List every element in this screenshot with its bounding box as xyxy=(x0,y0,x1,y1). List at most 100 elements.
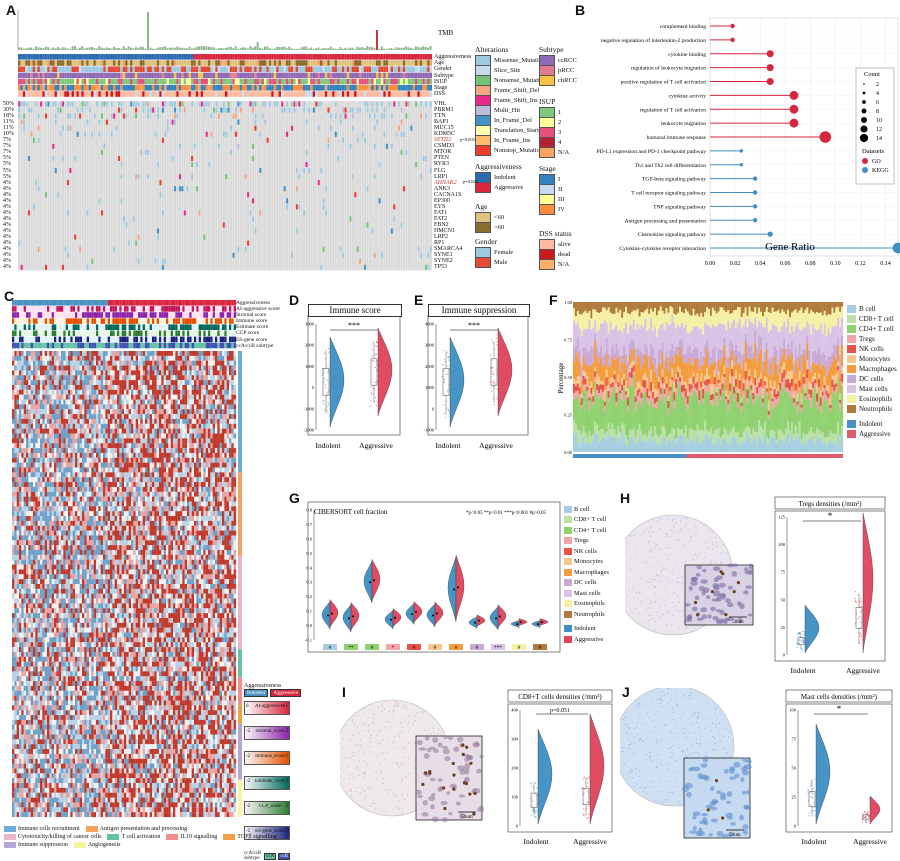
heatmap-cell xyxy=(187,395,189,400)
heatmap-cell xyxy=(84,429,86,434)
heatmap-track-cell xyxy=(31,324,33,330)
heatmap-track-cell xyxy=(68,331,70,337)
heatmap-cell xyxy=(68,395,70,400)
clinical-track-cell xyxy=(335,85,337,91)
clinical-track-cell xyxy=(188,66,190,72)
mutation-cell xyxy=(113,247,115,252)
heatmap-track-cell xyxy=(185,312,187,318)
heatmap-cell xyxy=(26,351,28,356)
heatmap-cell xyxy=(185,404,187,409)
heatmap-cell xyxy=(21,438,23,443)
lollipop-dot xyxy=(768,231,773,236)
heatmap-cell xyxy=(234,409,236,414)
tmb-bar xyxy=(335,49,337,50)
heatmap-track-cell xyxy=(73,343,75,349)
heatmap-track-cell xyxy=(63,306,65,312)
clinical-track-cell xyxy=(188,79,190,85)
heatmap-cell xyxy=(157,404,159,409)
heatmap-track-cell xyxy=(164,331,166,337)
heatmap-cell xyxy=(96,448,98,453)
clinical-track-cell xyxy=(269,73,271,79)
heatmap-cell xyxy=(80,409,82,414)
heatmap-cell xyxy=(26,370,28,375)
heatmap-cell xyxy=(47,356,49,361)
heatmap-cell xyxy=(38,361,40,366)
heatmap-track-cell xyxy=(26,337,28,343)
heatmap-cell xyxy=(24,390,26,395)
clinical-track-cell xyxy=(57,73,59,79)
heatmap-track-cell xyxy=(117,343,119,349)
heatmap-track-cell xyxy=(213,306,215,312)
mutation-cell xyxy=(400,223,402,228)
clinical-track-cell xyxy=(366,60,368,66)
heatmap-cell xyxy=(168,395,170,400)
clinical-track-cell xyxy=(191,91,193,97)
mutation-cell xyxy=(181,102,183,107)
heatmap-cell xyxy=(31,419,33,424)
heatmap-cell xyxy=(61,385,63,390)
heatmap-cell xyxy=(12,438,14,443)
count-legend-label: 4 xyxy=(876,91,879,97)
tmb-bar xyxy=(318,48,320,50)
heatmap-track-cell xyxy=(105,331,107,337)
tmb-bar xyxy=(388,48,390,50)
heatmap-cell xyxy=(180,385,182,390)
clinical-track-cell xyxy=(152,79,154,85)
heatmap-cell xyxy=(215,385,217,390)
heatmap-cell xyxy=(40,438,42,443)
mutation-cell xyxy=(147,102,149,107)
heatmap-cell xyxy=(173,424,175,429)
heatmap-cell xyxy=(150,404,152,409)
heatmap-cell xyxy=(203,448,205,453)
heatmap-cell xyxy=(192,414,194,419)
clinical-track-cell xyxy=(118,73,120,79)
heatmap-cell xyxy=(73,443,75,448)
heatmap-track-cell xyxy=(133,318,135,324)
clinical-track-cell xyxy=(186,85,188,91)
heatmap-track-cell xyxy=(75,337,77,343)
heatmap-cell xyxy=(182,438,184,443)
clinical-track-cell xyxy=(383,54,385,60)
clinical-track-cell xyxy=(283,60,285,66)
heatmap-cell xyxy=(112,380,114,385)
heatmap-cell xyxy=(96,375,98,380)
heatmap-track-cell xyxy=(61,337,63,343)
clinical-track-cell xyxy=(218,91,220,97)
heatmap-cell xyxy=(38,424,40,429)
mutation-cell xyxy=(259,210,261,215)
heatmap-cell xyxy=(215,380,217,385)
heatmap-cell xyxy=(103,351,105,356)
tmb-bar xyxy=(276,47,278,50)
heatmap-cell xyxy=(145,414,147,419)
tmb-bar xyxy=(137,48,139,50)
heatmap-cell xyxy=(199,424,201,429)
mutation-cell xyxy=(291,126,293,131)
heatmap-track-cell xyxy=(224,331,226,337)
tmb-bar xyxy=(337,49,339,50)
term-label: Cytokine-cytokine receptor interaction xyxy=(619,246,706,252)
heatmap-cell xyxy=(210,356,212,361)
heatmap-cell xyxy=(136,390,138,395)
heatmap-track-cell xyxy=(136,343,138,349)
clinical-track-cell xyxy=(103,66,105,72)
heatmap-cell xyxy=(49,395,51,400)
mutation-cell xyxy=(125,114,127,119)
heatmap-cell xyxy=(208,361,210,366)
clinical-track-cell xyxy=(47,66,49,72)
heatmap-cell xyxy=(52,409,54,414)
heatmap-cell xyxy=(231,380,233,385)
heatmap-track-cell xyxy=(63,300,65,306)
heatmap-cell xyxy=(175,429,177,434)
heatmap-cell xyxy=(35,366,37,371)
heatmap-cell xyxy=(138,448,140,453)
heatmap-track-cell xyxy=(194,337,196,343)
heatmap-cell xyxy=(229,414,231,419)
heatmap-cell xyxy=(168,443,170,448)
count-legend-dot xyxy=(862,100,866,104)
heatmap-cell xyxy=(220,429,222,434)
tmb-bar xyxy=(218,48,220,50)
mutation-cell xyxy=(364,102,366,107)
heatmap-cell xyxy=(164,370,166,375)
term-label: Th1 and Th2 cell differentiation xyxy=(634,162,706,169)
heatmap-cell xyxy=(199,404,201,409)
